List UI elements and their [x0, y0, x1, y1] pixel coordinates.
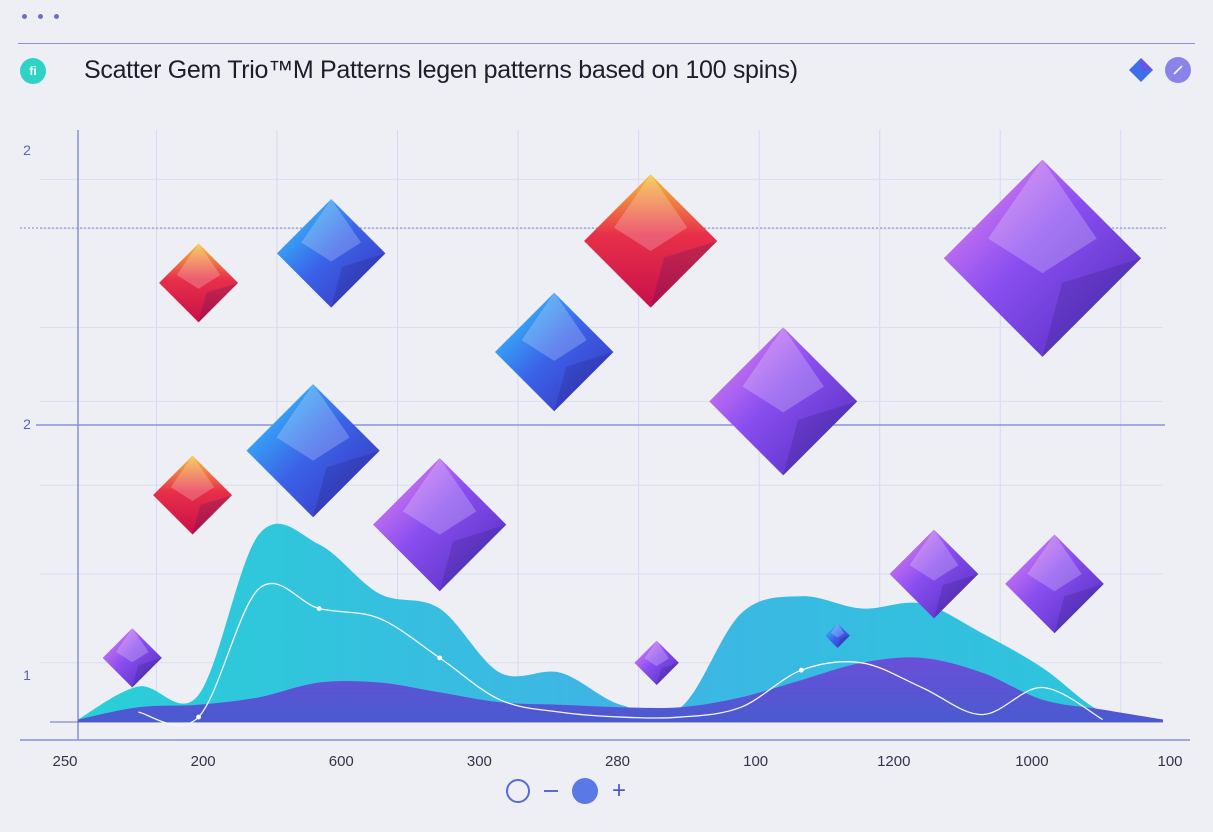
x-tick-label: 1000	[1015, 753, 1048, 770]
gem-marker-blue	[825, 623, 850, 648]
trend-marker	[196, 714, 201, 720]
gem-marker-blue	[276, 199, 386, 308]
plus-icon[interactable]: +	[612, 777, 627, 804]
gem-marker-purple	[102, 628, 162, 688]
x-tick-label: 100	[743, 753, 768, 770]
y-tick-label: 1	[23, 667, 31, 683]
x-tick-label: 250	[52, 753, 77, 770]
x-tick-label: 100	[1157, 753, 1182, 770]
gem-marker-purple	[709, 327, 858, 476]
trend-marker	[798, 667, 804, 673]
x-tick-label: 200	[191, 753, 216, 770]
window-dots-icon	[22, 14, 59, 19]
chart-controls: +	[506, 778, 626, 804]
minus-icon[interactable]	[544, 790, 558, 792]
refresh-icon[interactable]	[506, 779, 530, 803]
disc-icon[interactable]	[572, 778, 598, 804]
trend-marker	[437, 655, 443, 661]
gem-marker-red	[159, 243, 239, 323]
header-divider	[18, 43, 1195, 44]
x-tick-label: 300	[467, 753, 492, 770]
edit-button[interactable]	[1165, 57, 1191, 83]
trend-line	[138, 582, 1104, 726]
gem-marker-purple	[943, 159, 1142, 357]
gem-marker-purple	[889, 529, 979, 619]
gem-marker-purple	[1005, 534, 1104, 634]
y-tick-label: 2	[23, 416, 31, 432]
app-logo-icon: fi	[20, 58, 46, 84]
gem-marker-purple	[373, 458, 507, 592]
gem-icon[interactable]	[1127, 56, 1155, 84]
x-tick-label: 1200	[877, 753, 910, 770]
chart-title: Scatter Gem Trio™M Patterns legen patter…	[84, 56, 798, 84]
gem-marker-blue	[494, 292, 614, 412]
gem-marker-red	[584, 174, 718, 308]
trend-marker	[316, 606, 322, 611]
x-tick-label: 280	[605, 753, 630, 770]
y-tick-label: 2	[23, 142, 31, 158]
gem-marker-purple	[634, 640, 679, 685]
x-tick-label: 600	[329, 753, 354, 770]
pencil-icon	[1173, 65, 1183, 75]
gem-marker-blue	[246, 384, 380, 518]
gem-marker-red	[153, 455, 232, 535]
